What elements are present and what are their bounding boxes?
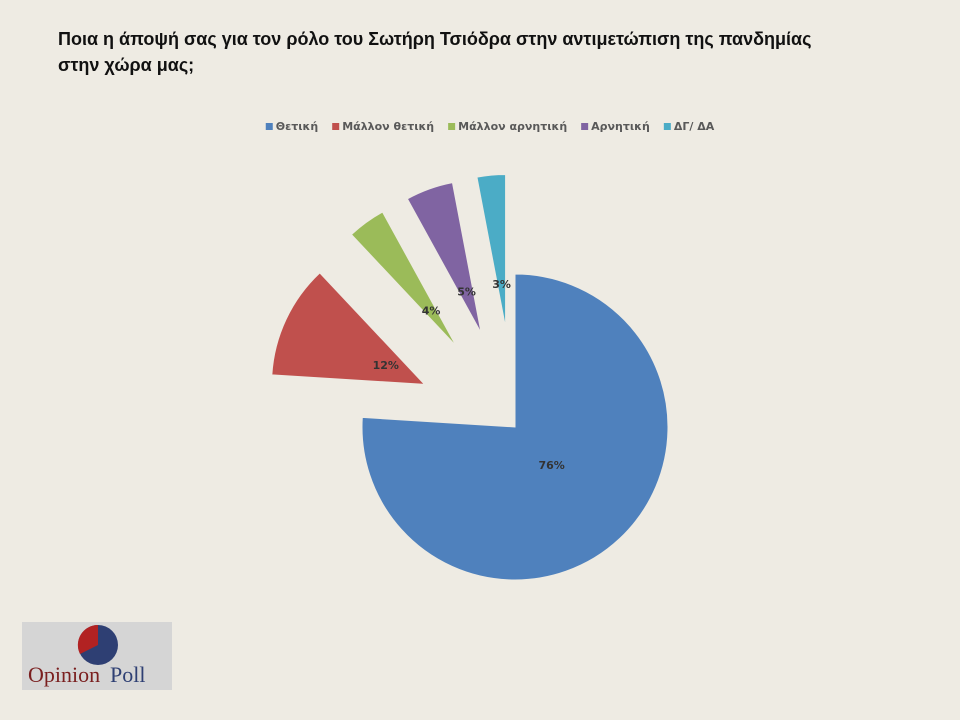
data-label: 4% [422,304,441,317]
pie-slice [361,273,669,581]
pie-slice [476,173,507,328]
data-label: 5% [457,286,476,299]
logo-text: Opinion [28,662,100,687]
legend-swatch [265,123,273,130]
data-label: 12% [373,359,399,372]
legend-swatch [663,123,671,130]
pie-slice [406,182,482,334]
legend-swatch [448,123,456,130]
legend-label: Αρνητική [591,120,650,133]
logo-text: Poll [110,662,145,687]
data-label: 3% [492,278,511,291]
legend-swatch [581,123,589,130]
data-label: 76% [538,459,564,472]
legend-label: Θετική [276,120,318,133]
chart-title: Ποια η άποψή σας για τον ρόλο του Σωτήρη… [58,29,812,75]
pie-slice [271,272,426,386]
legend-label: Μάλλον θετική [342,120,434,133]
legend-label: Μάλλον αρνητική [458,120,567,133]
pie-slice [350,211,457,347]
logo-icon [77,624,98,654]
legend-label: ΔΓ/ ΔΑ [674,120,715,133]
legend-swatch [332,123,340,130]
